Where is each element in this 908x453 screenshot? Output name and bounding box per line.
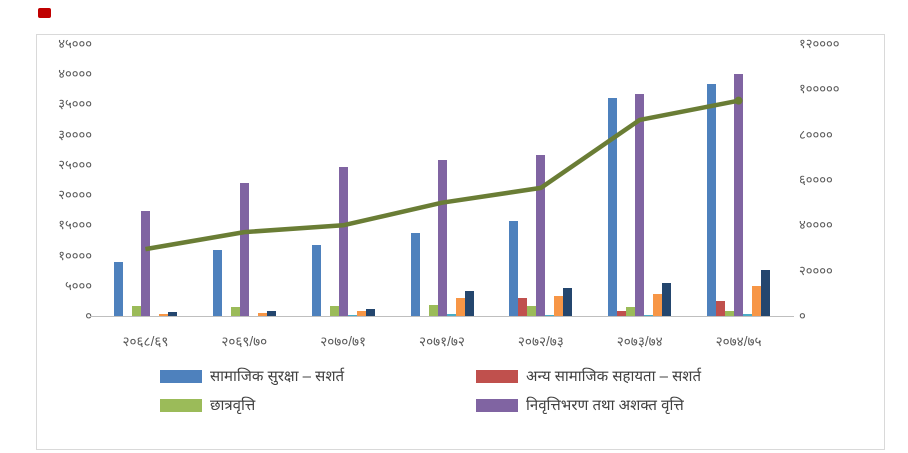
legend-item: अन्य सामाजिक सहायता – सशर्त bbox=[476, 366, 701, 386]
bar bbox=[716, 301, 725, 316]
legend: सामाजिक सुरक्षा – सशर्त अन्य सामाजिक सहाय… bbox=[160, 366, 701, 415]
bar bbox=[330, 306, 339, 316]
y-axis-right-tick: १००००० bbox=[799, 81, 840, 97]
y-axis-right-tick: १२०००० bbox=[799, 36, 840, 51]
legend-label: अन्य सामाजिक सहायता – सशर्त bbox=[526, 368, 702, 385]
bar bbox=[348, 315, 357, 316]
y-axis-left-tick: ५००० bbox=[64, 277, 92, 293]
bar bbox=[231, 307, 240, 316]
x-axis-label: २०७४/७५ bbox=[715, 334, 762, 349]
bar bbox=[429, 305, 438, 316]
bar bbox=[653, 294, 662, 316]
bar bbox=[509, 221, 518, 316]
legend-swatch bbox=[476, 369, 518, 383]
legend-swatch bbox=[160, 398, 202, 412]
legend-label: सामाजिक सुरक्षा – सशर्त bbox=[210, 368, 345, 385]
bar bbox=[536, 155, 545, 316]
bar bbox=[159, 314, 168, 316]
bar bbox=[456, 298, 465, 316]
bar bbox=[357, 311, 366, 316]
y-axis-left-tick: १५००० bbox=[58, 217, 92, 233]
bar bbox=[662, 283, 671, 316]
bar bbox=[411, 233, 420, 316]
legend-label: छात्रवृत्ति bbox=[210, 397, 256, 414]
x-axis-label: २०६९/७० bbox=[221, 334, 268, 349]
bar bbox=[213, 250, 222, 316]
bar bbox=[447, 314, 456, 316]
x-axis-label: २०७२/७३ bbox=[517, 334, 564, 349]
bar bbox=[114, 262, 123, 316]
bar bbox=[527, 306, 536, 316]
bar bbox=[141, 211, 150, 316]
x-axis-label: २०७३/७४ bbox=[616, 334, 663, 349]
y-axis-left-tick: ४०००० bbox=[58, 66, 92, 82]
red-mark-icon bbox=[38, 8, 51, 18]
y-axis-left-tick: १०००० bbox=[58, 247, 92, 263]
bar bbox=[132, 306, 141, 316]
bar bbox=[267, 311, 276, 316]
y-axis-right-tick: २०००० bbox=[799, 262, 833, 278]
bar bbox=[734, 74, 743, 316]
bar bbox=[752, 286, 761, 316]
bar bbox=[761, 270, 770, 316]
bar bbox=[554, 296, 563, 316]
bar bbox=[339, 167, 348, 316]
bar bbox=[626, 307, 635, 316]
bar bbox=[563, 288, 572, 316]
bar bbox=[518, 298, 527, 316]
bar bbox=[725, 311, 734, 316]
legend-item: छात्रवृत्ति bbox=[160, 395, 476, 415]
bar bbox=[707, 84, 716, 316]
legend-item: निवृत्तिभरण तथा अशक्त वृत्ति bbox=[476, 395, 701, 415]
legend-item: सामाजिक सुरक्षा – सशर्त bbox=[160, 366, 476, 386]
bar bbox=[743, 314, 752, 316]
bar bbox=[617, 311, 626, 316]
y-axis-left-tick: ३५००० bbox=[58, 96, 92, 112]
x-axis-label: २०६८/६९ bbox=[122, 334, 169, 349]
bar bbox=[168, 312, 177, 316]
bar bbox=[312, 245, 321, 316]
legend-swatch bbox=[476, 398, 518, 412]
y-axis-left-tick: ३०००० bbox=[58, 126, 92, 142]
y-axis-right-tick: ४०००० bbox=[799, 217, 833, 233]
y-axis-right-tick: ० bbox=[799, 308, 806, 323]
x-axis-label: २०७१/७२ bbox=[419, 334, 465, 349]
y-axis-right-tick: ८०००० bbox=[799, 126, 833, 142]
bar bbox=[258, 313, 267, 316]
bar bbox=[635, 94, 644, 316]
legend-swatch bbox=[160, 369, 202, 383]
bar bbox=[366, 309, 375, 316]
bar bbox=[644, 315, 653, 316]
x-axis-line bbox=[90, 316, 794, 317]
x-axis-label: २०७०/७१ bbox=[320, 334, 367, 349]
bar bbox=[438, 160, 447, 316]
bar bbox=[545, 315, 554, 316]
y-axis-left-tick: ० bbox=[85, 308, 92, 323]
bar bbox=[465, 291, 474, 316]
bar bbox=[240, 183, 249, 316]
y-axis-left-tick: २५००० bbox=[58, 156, 92, 172]
y-axis-left-tick: २०००० bbox=[58, 187, 92, 203]
y-axis-left-tick: ४५००० bbox=[58, 36, 92, 51]
bar bbox=[608, 98, 617, 316]
legend-label: निवृत्तिभरण तथा अशक्त वृत्ति bbox=[526, 397, 684, 414]
y-axis-right-tick: ६०००० bbox=[799, 172, 833, 187]
